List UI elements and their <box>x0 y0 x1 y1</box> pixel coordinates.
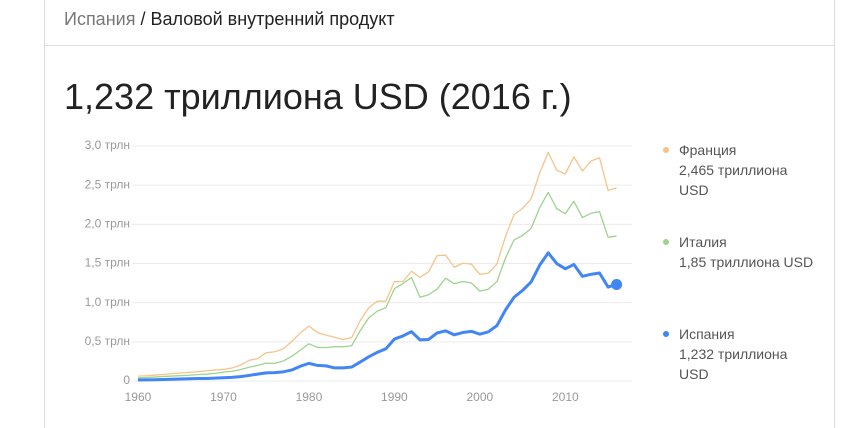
chart: 0 0,5 трлн 1,0 трлн 1,5 трлн 2,0 трлн 2,5 трл… <box>85 138 632 404</box>
y-tick-label: 1,0 трлн <box>85 295 130 309</box>
legend-name: Италия <box>679 234 727 250</box>
y-tick-label: 3,0 трлн <box>85 138 130 152</box>
y-tick-label: 1,5 трлн <box>85 256 130 270</box>
series-line <box>137 251 618 382</box>
x-tick-label: 2000 <box>467 390 494 404</box>
highlight-point <box>611 278 623 290</box>
legend-marker <box>663 331 669 337</box>
legend-entry[interactable]: Италия 1,85 триллиона USD <box>663 232 824 272</box>
chart-title: 1,232 триллиона USD (2016 г.) <box>64 76 572 117</box>
legend-entry[interactable]: Франция 2,465 триллиона USD <box>663 140 824 200</box>
x-tick-label: 1960 <box>125 390 152 404</box>
card <box>44 0 835 428</box>
legend-name: Франция <box>679 142 737 158</box>
legend-marker <box>663 239 669 245</box>
series-line <box>137 151 617 377</box>
y-tick-label: 0 <box>123 373 130 387</box>
y-tick-label: 0,5 трлн <box>85 334 130 348</box>
breadcrumb-separator: / <box>140 9 146 29</box>
legend-entry[interactable]: Испания 1,232 триллиона USD <box>663 324 824 384</box>
x-tick-label: 1980 <box>296 390 323 404</box>
legend-name: Испания <box>679 326 735 342</box>
x-tick-label: 1990 <box>381 390 408 404</box>
y-tick-label: 2,0 трлн <box>85 217 130 231</box>
legend-marker <box>663 147 669 153</box>
y-tick-label: 2,5 трлн <box>85 177 130 191</box>
breadcrumb-current: Валовой внутренний продукт <box>150 9 395 29</box>
legend-value: 2,465 триллиона USD <box>679 162 788 198</box>
breadcrumb-link[interactable]: Испания <box>64 9 136 29</box>
x-tick-label: 2010 <box>552 390 579 404</box>
breadcrumb: Испания / Валовой внутренний продукт <box>64 9 395 30</box>
legend-value: 1,85 триллиона USD <box>679 254 814 270</box>
divider <box>44 45 834 46</box>
legend-value: 1,232 триллиона USD <box>679 346 788 382</box>
x-tick-label: 1970 <box>210 390 237 404</box>
series-line <box>137 191 617 379</box>
page: Испания / Валовой внутренний продукт 1,2… <box>44 0 835 428</box>
